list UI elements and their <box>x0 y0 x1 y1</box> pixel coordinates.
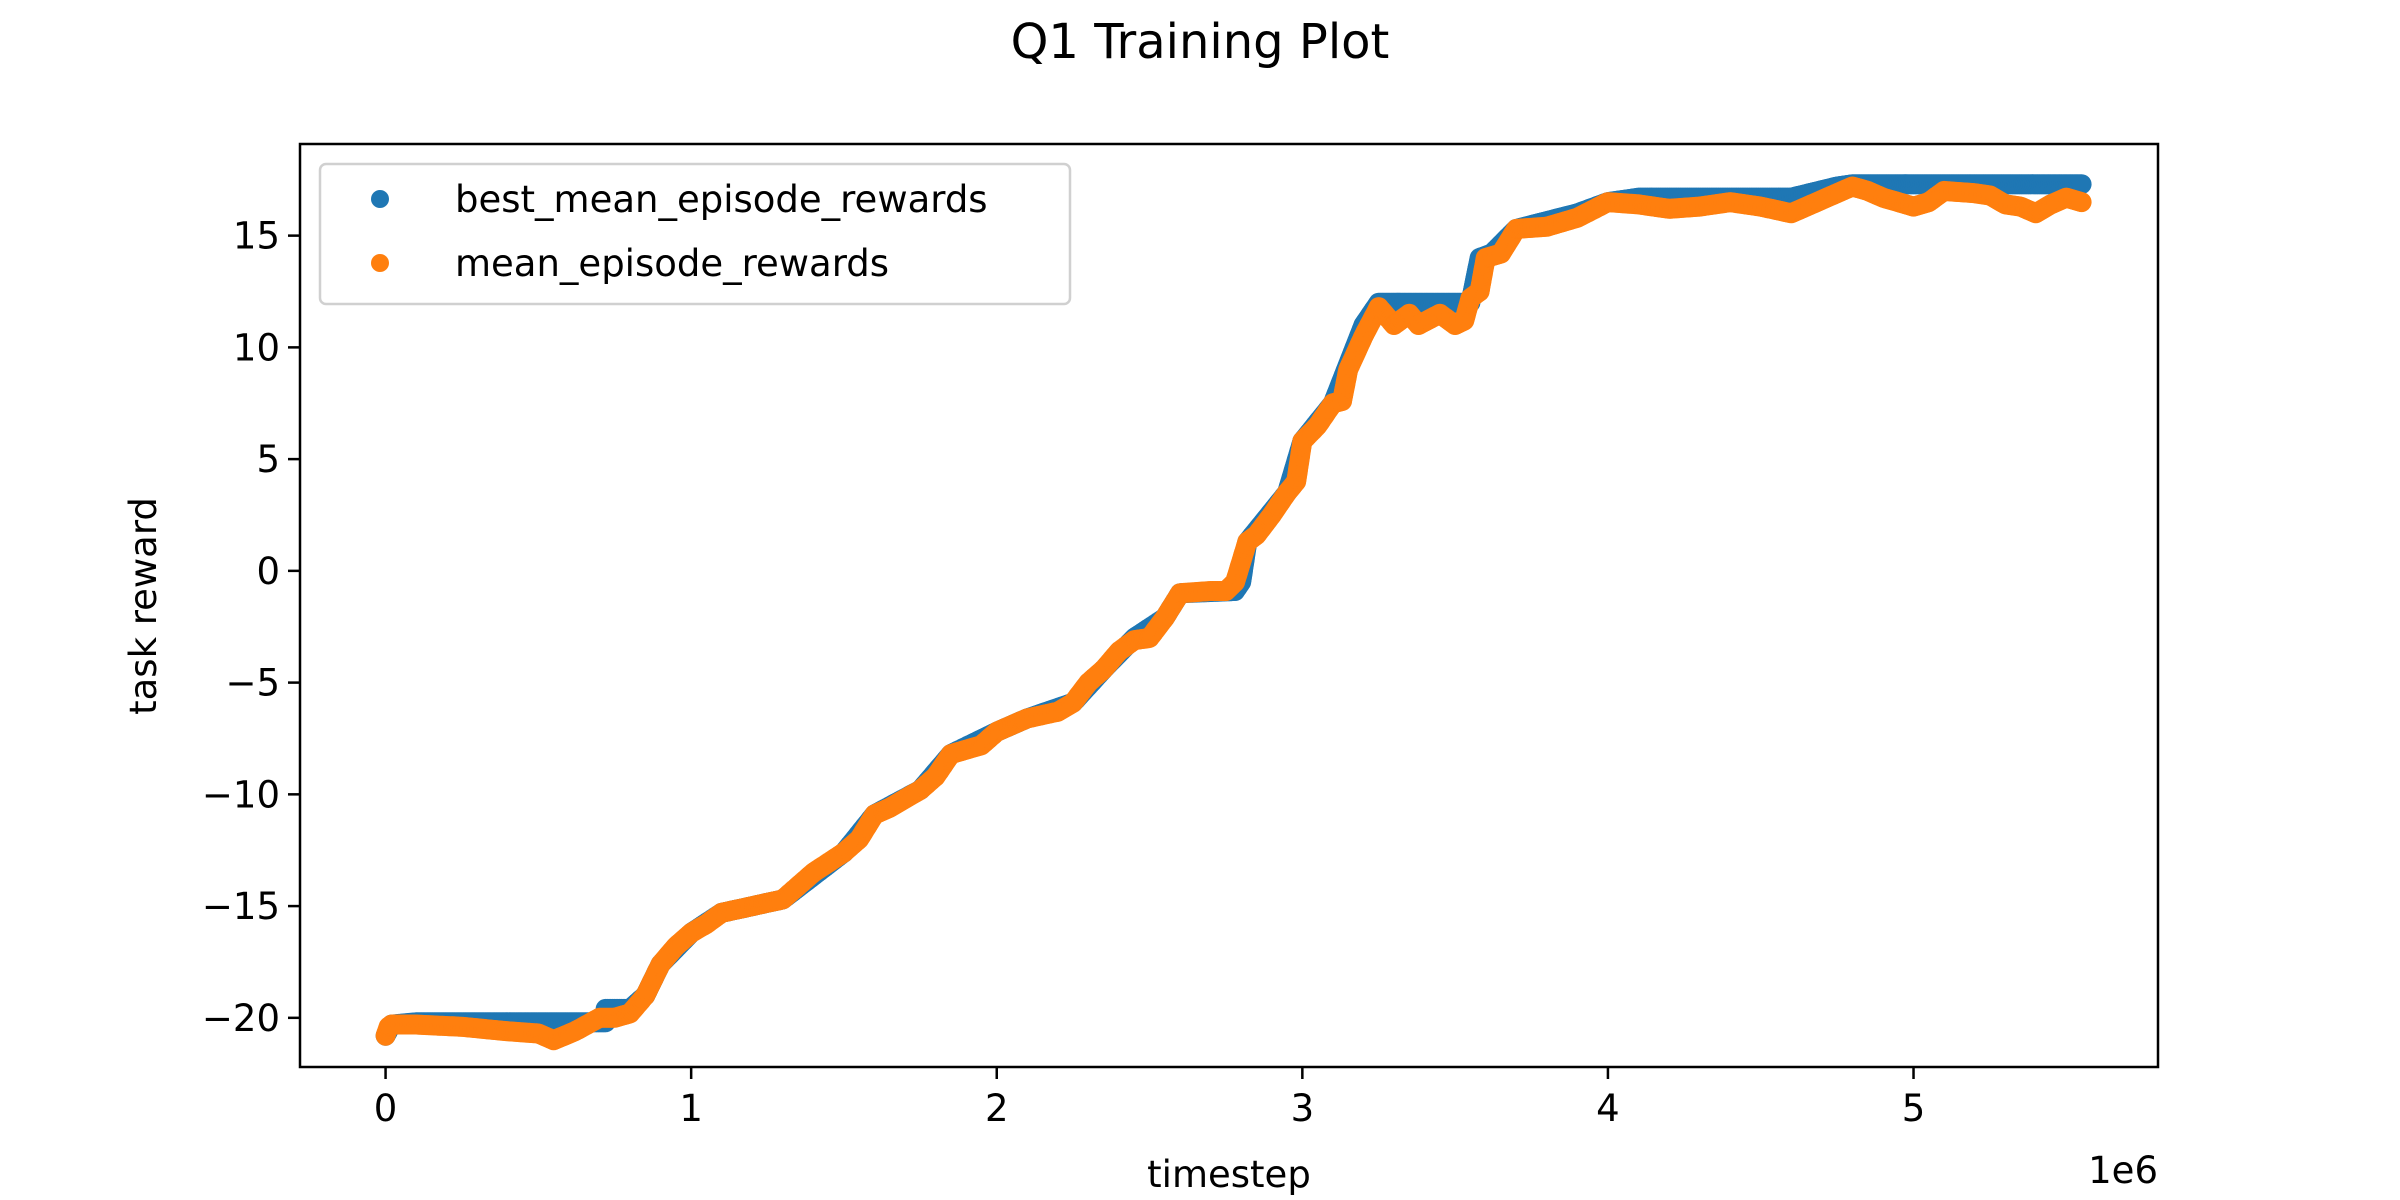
series-mean-episode-rewards <box>375 176 2092 1051</box>
x-tick-label-1: 1 <box>679 1087 703 1130</box>
legend-marker-mean-episode-rewards <box>371 254 389 272</box>
legend-marker-best-mean-episode-rewards <box>371 190 389 208</box>
x-tick-label-2: 2 <box>985 1087 1009 1130</box>
y-tick-label-7: 15 <box>233 215 280 258</box>
y-tick-label-2: −10 <box>202 773 280 816</box>
point-best-mean-episode-rewards <box>2071 174 2092 195</box>
x-tick-label-5: 5 <box>1902 1087 1926 1130</box>
legend: best_mean_episode_rewards mean_episode_r… <box>318 162 1072 306</box>
x-tick-label-0: 0 <box>374 1087 398 1130</box>
y-tick-label-6: 10 <box>233 326 280 369</box>
chart-title: Q1 Training Plot <box>1011 14 1390 70</box>
y-tick-label-0: −20 <box>202 997 280 1040</box>
y-axis-label: task reward <box>122 497 165 715</box>
legend-label-best-mean-episode-rewards: best_mean_episode_rewards <box>455 178 988 221</box>
y-tick-label-3: −5 <box>225 662 280 705</box>
legend-label-mean-episode-rewards: mean_episode_rewards <box>455 242 889 285</box>
y-tick-label-5: 5 <box>256 438 280 481</box>
series-layer <box>375 174 2092 1051</box>
y-tick-label-4: 0 <box>256 550 280 593</box>
ticks-layer: 0 1 2 3 4 5 −20 −15 −10 −5 0 5 10 15 <box>202 215 1925 1130</box>
x-offset-label: 1e6 <box>2088 1149 2158 1192</box>
x-tick-label-3: 3 <box>1291 1087 1315 1130</box>
x-axis-label: timestep <box>1147 1153 1311 1196</box>
plot-frame <box>298 142 2160 1069</box>
point-mean-episode-rewards <box>2071 192 2092 213</box>
y-tick-label-1: −15 <box>202 885 280 928</box>
x-tick-label-4: 4 <box>1596 1087 1620 1130</box>
legend-frame <box>318 162 1072 306</box>
